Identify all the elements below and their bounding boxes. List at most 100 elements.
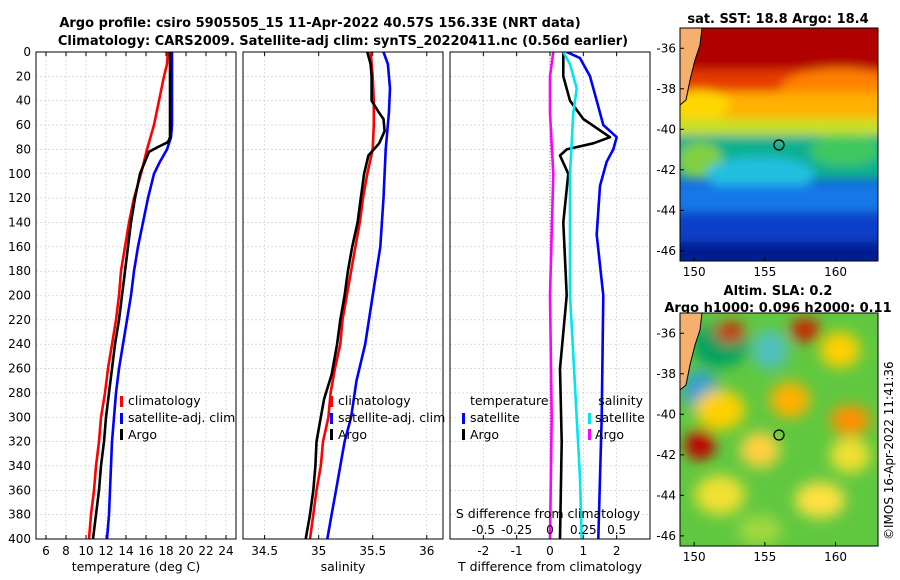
y-tick-label: 200 xyxy=(8,289,31,303)
y-tick-label: 80 xyxy=(16,142,31,156)
legend-swatch-satellite xyxy=(120,413,123,424)
series-line-climatology xyxy=(308,52,376,539)
y-tick-label: 220 xyxy=(8,313,31,327)
x-tick-label: 16 xyxy=(138,544,153,558)
legend-label-t-argo: Argo xyxy=(470,427,499,442)
legend-swatch-s-argo xyxy=(588,429,591,440)
x-tick-label: 18 xyxy=(158,544,173,558)
x-tick-label: 35 xyxy=(311,544,326,558)
x-tick-label: 2 xyxy=(613,544,621,558)
legend-label-climatology: climatology xyxy=(128,393,201,408)
s-tick-label: -0.25 xyxy=(501,523,532,537)
x-tick-label: 6 xyxy=(42,544,50,558)
map-x-tick-label: 150 xyxy=(683,550,706,564)
y-tick-label: 20 xyxy=(16,69,31,83)
x-tick-label: 0 xyxy=(546,544,554,558)
map-y-tick-label: -40 xyxy=(656,122,676,136)
x-tick-label: -1 xyxy=(511,544,523,558)
x-tick-label: 35.5 xyxy=(359,544,386,558)
map-y-tick-label: -36 xyxy=(656,326,676,340)
difference-legend-temperature: temperature satellite Argo xyxy=(462,393,549,442)
series-line-t-argo xyxy=(558,52,612,539)
legend-swatch-argo xyxy=(330,429,333,440)
y-tick-label: 120 xyxy=(8,191,31,205)
y-tick-label: 260 xyxy=(8,362,31,376)
y-tick-label: 400 xyxy=(8,532,31,546)
series-line-climatology xyxy=(87,52,170,539)
argo-position-marker xyxy=(773,139,785,151)
y-tick-label: 240 xyxy=(8,337,31,351)
legend-label-t-satellite: satellite xyxy=(470,410,520,425)
panel-frame xyxy=(449,51,651,540)
salinity-panel: 34.5 35 35.5 36 salinity xyxy=(242,51,444,574)
s-tick-label: 0.5 xyxy=(607,523,626,537)
x-axis-label: temperature (deg C) xyxy=(72,559,201,574)
x-tick-label: 8 xyxy=(62,544,70,558)
series-line-satellite-adj-clim xyxy=(105,52,174,539)
figure-title-line1: Argo profile: csiro 5905505_15 11-Apr-20… xyxy=(59,16,580,31)
legend-swatch-argo xyxy=(120,429,123,440)
y-tick-label: 100 xyxy=(8,167,31,181)
sla-map-title-line2: Argo h1000: 0.096 h2000: 0.11 xyxy=(664,301,891,316)
map-y-tick-label: -42 xyxy=(656,448,676,462)
s-tick-label: 0 xyxy=(546,523,554,537)
y-tick-label: 280 xyxy=(8,386,31,400)
map-x-tick-label: 155 xyxy=(753,265,776,279)
legend-swatch-t-argo xyxy=(462,429,465,440)
x-tick-label: 14 xyxy=(118,544,133,558)
y-tick-label: 180 xyxy=(8,264,31,278)
map-y-tick-label: -46 xyxy=(656,529,676,543)
panel-frame xyxy=(242,51,444,540)
legend-swatch-climatology xyxy=(330,396,333,407)
difference-legend-salinity: salinity satellite Argo xyxy=(588,393,645,442)
series-line-s-argo xyxy=(548,52,555,539)
series-line-argo xyxy=(304,52,386,539)
sla-map-image xyxy=(680,313,878,546)
map-y-tick-label: -40 xyxy=(656,407,676,421)
series-group xyxy=(304,52,392,539)
sla-map-frame xyxy=(679,312,879,547)
map-y-tick-label: -38 xyxy=(656,367,676,381)
legend-title-temperature: temperature xyxy=(470,393,549,408)
y-tick-label: 40 xyxy=(16,94,31,108)
x-tick-label: 10 xyxy=(78,544,93,558)
x-tick-label: 34.5 xyxy=(251,544,278,558)
legend-label-satellite: satellite-adj. clim xyxy=(128,410,235,425)
y-tick-label: 160 xyxy=(8,240,31,254)
x-tick-label: 24 xyxy=(218,544,233,558)
x-axis-label: T difference from climatology xyxy=(457,559,643,574)
x-tick-label: 12 xyxy=(98,544,113,558)
x-axis-label: salinity xyxy=(321,559,366,574)
y-tick-label: 360 xyxy=(8,483,31,497)
y-tick-label: 340 xyxy=(8,459,31,473)
sst-map-title: sat. SST: 18.8 Argo: 18.4 xyxy=(687,12,868,27)
map-y-tick-label: -44 xyxy=(656,203,676,217)
y-tick-label: 60 xyxy=(16,118,31,132)
y-tick-label: 0 xyxy=(23,45,31,59)
s-tick-label: 0.25 xyxy=(570,523,597,537)
sla-map-ticks: 150 155 160 -36 -38 -40 -42 -44 -46 xyxy=(656,326,847,564)
legend-label-satellite: satellite-adj. clim xyxy=(338,410,445,425)
figure-title-line2: Climatology: CARS2009. Satellite-adj cli… xyxy=(58,34,628,49)
imos-watermark: ©IMOS 16-Apr-2022 11:41:36 xyxy=(882,361,896,540)
s-difference-axis-label: S difference from climatology xyxy=(456,506,641,521)
x-tick-label: 36 xyxy=(419,544,434,558)
argo-position-marker xyxy=(773,429,785,441)
series-line-argo xyxy=(91,52,172,539)
s-difference-ticks: -0.5 -0.25 0 0.25 0.5 xyxy=(472,523,627,537)
map-y-tick-label: -36 xyxy=(656,41,676,55)
temperature-panel: 6 8 10 12 14 16 18 20 22 240204060801001201401601… xyxy=(8,45,237,574)
y-tick-label: 300 xyxy=(8,410,31,424)
sst-map-frame xyxy=(679,27,879,262)
legend-swatch-s-satellite xyxy=(588,413,591,424)
legend-title-salinity: salinity xyxy=(598,393,643,408)
series-line-satellite-adj-clim xyxy=(326,52,392,539)
map-y-tick-label: -44 xyxy=(656,488,676,502)
series-line-t-satellite xyxy=(566,52,618,539)
x-tick-label: 22 xyxy=(198,544,213,558)
legend-swatch-satellite xyxy=(330,413,333,424)
series-group xyxy=(548,52,618,539)
sst-map-ticks: 150 155 160 -36 -38 -40 -42 -44 -46 xyxy=(656,41,847,279)
map-x-tick-label: 160 xyxy=(824,265,847,279)
